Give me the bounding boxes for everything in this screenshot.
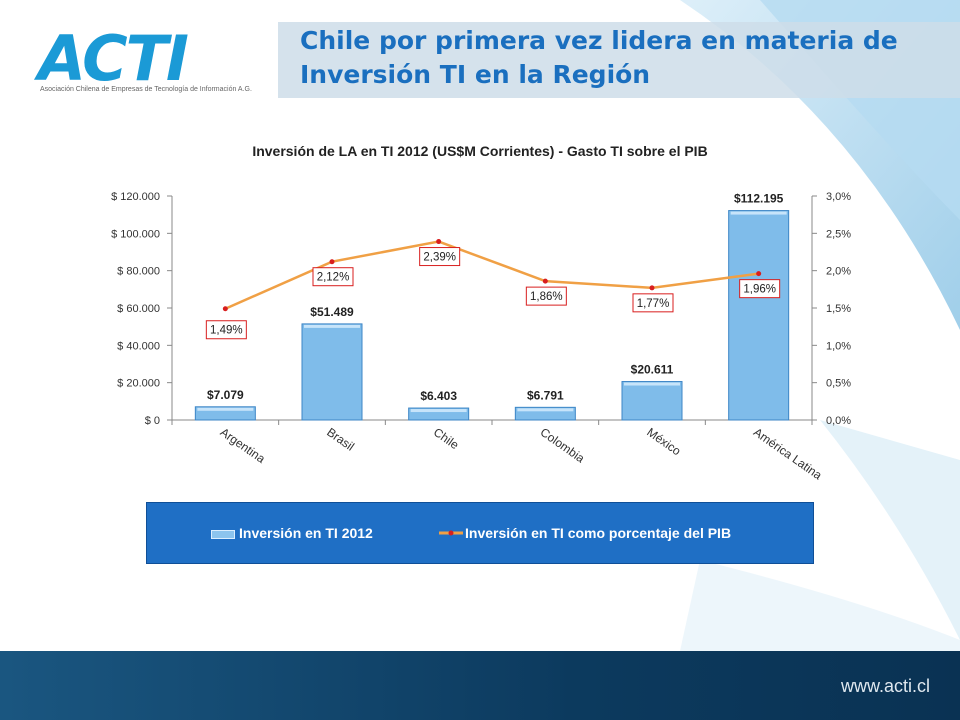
x-category-label: Argentina (218, 425, 268, 466)
line-point (756, 271, 762, 277)
line-point (436, 239, 442, 245)
footer-bar: www.acti.cl (0, 651, 960, 720)
y-right-tick-label: 2,0% (826, 266, 851, 278)
line-point (542, 278, 548, 284)
line-data-label: 1,86% (530, 291, 563, 303)
y-left-tick-label: $ 0 (145, 415, 160, 427)
bar (301, 323, 363, 421)
y-right-tick-label: 2,5% (826, 228, 851, 240)
bar-data-label: $20.611 (631, 363, 674, 377)
y-left-tick-label: $ 80.000 (117, 266, 160, 278)
x-category-label: Colombia (538, 425, 588, 466)
bar-data-label: $112.195 (734, 192, 784, 206)
bar (621, 381, 683, 421)
y-right-tick-label: 1,5% (826, 303, 851, 315)
title-banner: Chile por primera vez lidera en materia … (278, 22, 960, 98)
bar (408, 407, 470, 421)
legend-item-line: Inversión en TI como porcentaje del PIB (465, 525, 732, 541)
plot-area: $ 0 $ 20.000 $ 40.000 $ 60.000 $ 80.000 $ 100… (111, 191, 851, 483)
x-category-label: Chile (431, 425, 462, 452)
line-label-box (312, 267, 354, 287)
y-left-tick-label: $ 120.000 (111, 191, 160, 203)
y-right-tick-label: 1,0% (826, 340, 851, 352)
x-category-label: Brasil (324, 425, 357, 454)
line-data-label: 2,39% (423, 252, 456, 264)
legend-line-swatch (439, 530, 463, 536)
bar-data-label: $6.403 (420, 389, 457, 403)
bar-data-label: $51.489 (310, 305, 354, 319)
line-label-box (205, 320, 247, 340)
y-left-tick-label: $ 60.000 (117, 303, 160, 315)
line-label-box (632, 293, 674, 313)
line-data-label: 2,12% (317, 272, 350, 284)
line-point (329, 259, 335, 265)
line-label-box (525, 286, 567, 306)
y-right-tick-label: 3,0% (826, 191, 851, 203)
x-category-label: México (644, 425, 683, 458)
slide-title: Chile por primera vez lidera en materia … (300, 26, 898, 89)
bar-highlight (197, 407, 254, 411)
bar-highlight (730, 211, 787, 215)
logo-wordmark: ACTI (38, 22, 189, 95)
line-point (649, 285, 655, 291)
footer-url: www.acti.cl (840, 676, 930, 696)
logo-tagline: Asociación Chilena de Empresas de Tecnol… (40, 86, 252, 93)
x-category-label: América Latina (751, 425, 825, 483)
line-data-label: 1,77% (637, 298, 670, 310)
bar-data-label: $7.079 (207, 388, 244, 402)
series-line (224, 240, 759, 310)
line-label-box (419, 247, 461, 267)
line-point (222, 306, 228, 312)
y-left-tick-label: $ 20.000 (117, 378, 160, 390)
chart-title: Inversión de LA en TI 2012 (US$M Corrien… (252, 143, 707, 159)
y-right-tick-label: 0,0% (826, 415, 851, 427)
y-left-tick-label: $ 100.000 (111, 228, 160, 240)
bar-data-label: $6.791 (527, 388, 564, 402)
chart: Inversión de LA en TI 2012 (US$M Corrien… (111, 143, 851, 483)
bar-highlight (517, 408, 574, 412)
line-data-label: 1,96% (743, 284, 776, 296)
legend-bar-swatch (211, 530, 235, 539)
legend-item-bar: Inversión en TI 2012 (239, 525, 373, 541)
line-label-box (739, 279, 781, 299)
y-right-tick-label: 0,5% (826, 378, 851, 390)
acti-logo: ACTI Asociación Chilena de Empresas de T… (38, 22, 268, 100)
bar-highlight (410, 409, 467, 413)
y-left-tick-label: $ 40.000 (117, 340, 160, 352)
bar (728, 210, 790, 421)
chart-legend: Inversión en TI 2012 Inversión en TI com… (146, 502, 814, 564)
bar-highlight (304, 324, 360, 328)
bar-highlight (624, 382, 680, 386)
line-data-label: 1,49% (210, 325, 243, 337)
